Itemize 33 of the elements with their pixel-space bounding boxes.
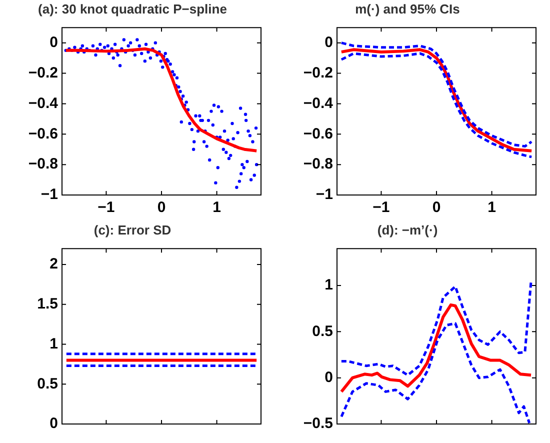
y-tick-label: 0 — [324, 368, 333, 386]
y-tick-label: −0.8 — [303, 156, 333, 173]
y-tick-label: −0.6 — [303, 125, 333, 142]
y-tick-label: 1 — [324, 276, 333, 294]
y-tick-label: 0 — [324, 34, 333, 51]
y-tick-label: −0.2 — [303, 64, 333, 82]
y-tick-label: −0.5 — [303, 415, 333, 432]
x-tick-label: −1 — [98, 199, 115, 216]
chart-title: (a): 30 knot quadratic P−spline — [38, 1, 227, 16]
y-tick-label: 2 — [50, 256, 58, 273]
chart-title: (c): Error SD — [94, 222, 172, 238]
y-tick-label: −1 — [40, 186, 58, 204]
y-tick-label: −0.6 — [28, 125, 58, 142]
chart-title: m(·) and 95% CIs — [355, 1, 460, 16]
x-tick-label: 0 — [432, 199, 441, 216]
y-tick-label: 0 — [50, 415, 58, 432]
x-tick-label: 0 — [157, 199, 166, 216]
x-tick-label: 1 — [212, 199, 221, 216]
y-tick-label: −0.8 — [28, 156, 58, 173]
y-tick-label: 1 — [50, 335, 58, 352]
line-series — [340, 280, 532, 376]
chart-title: (d): −m’(·) — [377, 222, 438, 238]
x-tick-label: −1 — [372, 199, 390, 216]
y-tick-label: −1 — [316, 186, 333, 204]
line-series — [340, 322, 531, 424]
y-tick-label: 1.5 — [37, 296, 58, 313]
x-tick-label: 1 — [488, 199, 496, 216]
y-tick-label: −0.4 — [303, 94, 334, 112]
y-tick-label: 0.5 — [312, 322, 333, 340]
y-tick-label: −0.2 — [28, 64, 58, 82]
y-tick-label: −0.4 — [28, 94, 59, 112]
y-tick-label: 0.5 — [37, 375, 58, 392]
y-tick-label: 0 — [50, 34, 58, 51]
